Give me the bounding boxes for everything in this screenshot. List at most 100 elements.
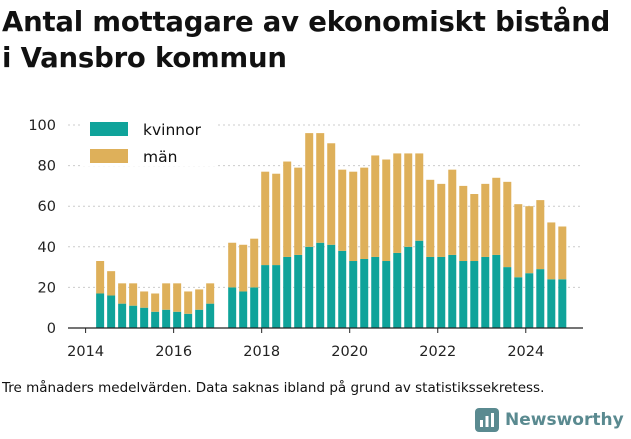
- bar-kvinnor: [250, 287, 259, 328]
- x-tick-label: 2014: [67, 344, 104, 360]
- bar-kvinnor: [393, 252, 402, 328]
- bar-kvinnor: [481, 256, 490, 328]
- bar-man: [481, 183, 490, 257]
- bar-man: [206, 283, 215, 304]
- bar-man: [415, 153, 424, 241]
- bar-man: [261, 171, 270, 266]
- bar-kvinnor: [272, 265, 281, 328]
- bar-kvinnor: [228, 287, 237, 328]
- bar-man: [228, 242, 237, 288]
- x-tick-label: 2018: [243, 344, 280, 360]
- bar-man: [173, 283, 182, 312]
- bar-man: [239, 244, 248, 292]
- bar-man: [536, 200, 545, 270]
- bar-man: [437, 183, 446, 257]
- bar-kvinnor: [173, 311, 182, 328]
- bar-man: [184, 291, 193, 314]
- legend-swatch: [90, 122, 128, 136]
- chart-title-line-2: i Vansbro kommun: [2, 42, 287, 74]
- newsworthy-logo-icon: [475, 408, 499, 432]
- bar-man: [129, 283, 138, 306]
- x-tick-label: 2024: [507, 344, 544, 360]
- bar-man: [195, 289, 204, 310]
- bar-man: [492, 177, 501, 255]
- bar-man: [107, 271, 116, 296]
- chart-title: Antal mottagare av ekonomiskt bistånd i …: [2, 4, 627, 76]
- bar-kvinnor: [327, 244, 336, 328]
- bar-kvinnor: [118, 303, 127, 328]
- bar-kvinnor: [140, 307, 149, 328]
- axes: 0 20 40 60 80 100 2014 2016 2018 2020 2022 2024: [28, 118, 583, 360]
- bar-man: [558, 226, 567, 280]
- bar-kvinnor: [338, 250, 347, 328]
- bar-kvinnor: [316, 242, 325, 328]
- bar-kvinnor: [283, 256, 292, 328]
- bar-man: [360, 167, 369, 259]
- bar-man: [327, 143, 336, 245]
- chart-title-line-1: Antal mottagare av ekonomiskt bistånd: [2, 6, 611, 38]
- bar-man: [96, 261, 105, 294]
- legend-swatch: [90, 149, 128, 163]
- legend-label: män: [143, 148, 177, 166]
- x-tick-label: 2016: [155, 344, 192, 360]
- bar-man: [404, 153, 413, 247]
- bar-man: [503, 181, 512, 268]
- bar-man: [426, 179, 435, 257]
- bar-kvinnor: [415, 240, 424, 328]
- bar-man: [349, 171, 358, 262]
- bar-kvinnor: [558, 279, 567, 328]
- bar-man: [250, 238, 259, 288]
- bar-kvinnor: [206, 303, 215, 328]
- bar-kvinnor: [305, 246, 314, 328]
- bar-man: [162, 283, 171, 310]
- brand[interactable]: Newsworthy: [475, 405, 624, 435]
- bar-kvinnor: [239, 291, 248, 328]
- bar-man: [272, 173, 281, 266]
- bar-kvinnor: [470, 261, 479, 328]
- bar-kvinnor: [448, 254, 457, 328]
- bar-man: [151, 293, 160, 312]
- bar-kvinnor: [184, 313, 193, 328]
- bar-man: [371, 155, 380, 257]
- bar-kvinnor: [294, 254, 303, 328]
- bar-kvinnor: [525, 273, 534, 328]
- bar-kvinnor: [547, 279, 556, 328]
- x-tick-label: 2020: [331, 344, 368, 360]
- y-tick-label: 80: [38, 159, 56, 175]
- bar-kvinnor: [129, 305, 138, 328]
- y-tick-label: 100: [28, 118, 56, 134]
- bar-man: [118, 283, 127, 304]
- bar-kvinnor: [195, 309, 204, 328]
- footnote: Tre månaders medelvärden. Data saknas ib…: [2, 380, 545, 396]
- bar-kvinnor: [426, 256, 435, 328]
- bar-man: [448, 169, 457, 255]
- bar-kvinnor: [536, 269, 545, 328]
- bars: [96, 133, 567, 328]
- bar-kvinnor: [151, 311, 160, 328]
- bar-man: [514, 204, 523, 278]
- bar-man: [283, 161, 292, 257]
- bar-kvinnor: [360, 258, 369, 328]
- bar-kvinnor: [404, 246, 413, 328]
- x-tick-label: 2022: [419, 344, 456, 360]
- bar-kvinnor: [349, 261, 358, 328]
- bar-kvinnor: [514, 277, 523, 328]
- bar-man: [305, 133, 314, 247]
- bar-man: [382, 159, 391, 262]
- bar-kvinnor: [371, 256, 380, 328]
- bar-kvinnor: [503, 267, 512, 328]
- brand-name: Newsworthy: [505, 410, 624, 430]
- bar-kvinnor: [459, 261, 468, 328]
- bar-kvinnor: [261, 265, 270, 328]
- y-tick-label: 40: [38, 240, 56, 256]
- bar-man: [316, 133, 325, 243]
- bar-kvinnor: [492, 254, 501, 328]
- bar-man: [294, 167, 303, 255]
- bar-kvinnor: [382, 261, 391, 328]
- y-tick-label: 60: [38, 199, 56, 215]
- y-tick-label: 20: [38, 280, 56, 296]
- bar-man: [470, 194, 479, 262]
- bar-kvinnor: [437, 256, 446, 328]
- legend-label: kvinnor: [143, 121, 202, 139]
